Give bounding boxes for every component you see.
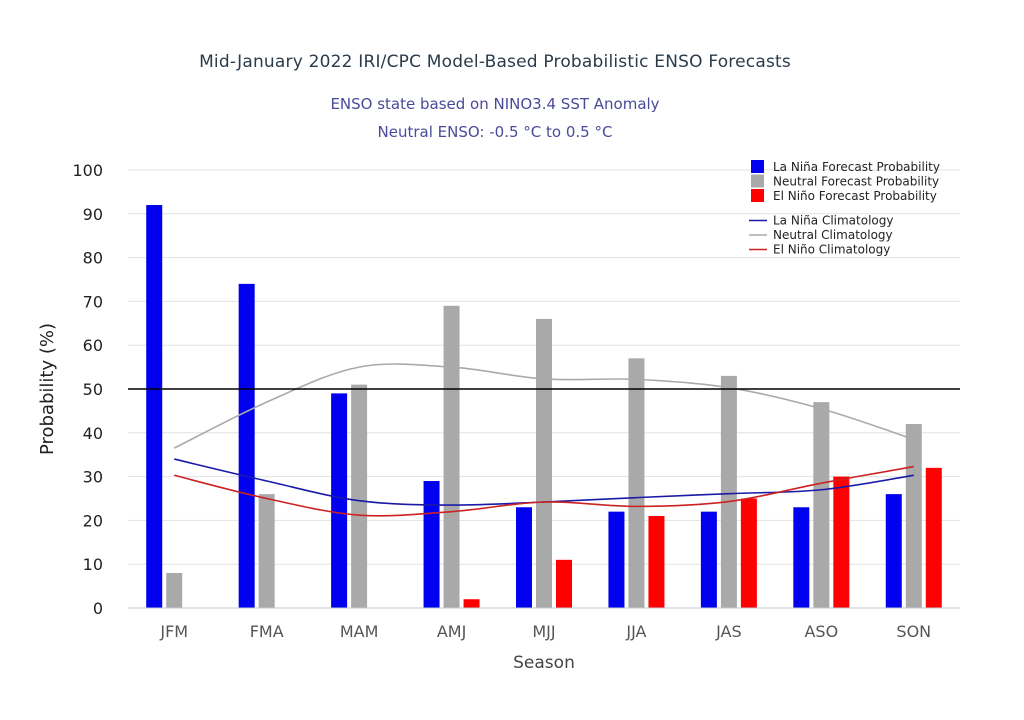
bar — [648, 516, 665, 608]
bar — [905, 424, 922, 608]
legend-swatch — [751, 189, 764, 202]
bar — [833, 476, 850, 608]
legend-swatch — [751, 174, 764, 188]
x-axis-title: Season — [513, 653, 575, 673]
bar — [423, 480, 440, 608]
y-tick-label: 70 — [83, 292, 103, 311]
y-tick-label: 30 — [83, 468, 103, 487]
legend-label: La Niña Climatology — [773, 214, 893, 228]
bar — [813, 402, 830, 608]
bar — [556, 559, 572, 608]
axes: 0 10 20 30 40 50 60 70 80 90 100 JFM FMA MAM AMJ MJJ JJA… — [37, 161, 960, 673]
bar — [146, 205, 163, 609]
bar — [536, 318, 552, 608]
bar — [516, 507, 532, 608]
x-tick-label: SON — [896, 622, 931, 641]
y-tick-label: 40 — [83, 424, 103, 443]
x-tick-label: AMJ — [437, 622, 466, 641]
legend-label: El Niño Climatology — [773, 243, 890, 257]
bar — [885, 494, 902, 608]
x-tick-label: JFM — [159, 622, 188, 641]
legend-label: La Niña Forecast Probability — [773, 160, 940, 174]
y-tick-label: 10 — [83, 555, 103, 574]
y-axis-title: Probability (%) — [37, 323, 58, 455]
chart-subtitle-line-2: Neutral ENSO: -0.5 °C to 0.5 °C — [377, 123, 613, 141]
legend-label: Neutral Climatology — [773, 228, 893, 242]
legend-swatch — [751, 160, 764, 173]
y-tick-label: 100 — [72, 161, 103, 180]
y-tick-label: 50 — [83, 380, 103, 399]
bar — [443, 305, 460, 608]
bar — [793, 507, 810, 608]
bar — [331, 393, 348, 608]
y-tick-label: 60 — [83, 336, 103, 355]
y-tick-label: 0 — [93, 599, 103, 618]
bar — [700, 511, 717, 608]
bar — [628, 358, 645, 608]
climatology-lines — [173, 363, 915, 517]
y-tick-label: 20 — [83, 511, 103, 530]
legend-label: El Niño Forecast Probability — [773, 189, 937, 203]
bar — [166, 572, 183, 608]
bar — [925, 467, 942, 608]
x-tick-label: JJA — [625, 622, 646, 641]
legend-label: Neutral Forecast Probability — [773, 175, 939, 189]
x-tick-label: ASO — [804, 622, 838, 641]
y-tick-label: 90 — [83, 205, 103, 224]
bar — [720, 375, 737, 608]
x-tick-label: FMA — [250, 622, 284, 641]
chart-title: Mid-January 2022 IRI/CPC Model-Based Pro… — [199, 52, 791, 72]
x-tick-label: MJJ — [532, 622, 555, 641]
chart-subtitle-line-1: ENSO state based on NINO3.4 SST Anomaly — [330, 95, 660, 113]
bar — [258, 494, 275, 608]
x-tick-label: JAS — [715, 622, 742, 641]
y-tick-label: 80 — [83, 249, 103, 268]
bar-marks — [146, 205, 942, 609]
series-line — [174, 465, 914, 517]
series-line — [173, 363, 915, 449]
bar — [740, 498, 757, 608]
bar — [238, 283, 255, 608]
x-tick-label: MAM — [340, 622, 379, 641]
bar — [463, 599, 480, 608]
bar — [608, 511, 625, 608]
bar — [351, 384, 368, 608]
